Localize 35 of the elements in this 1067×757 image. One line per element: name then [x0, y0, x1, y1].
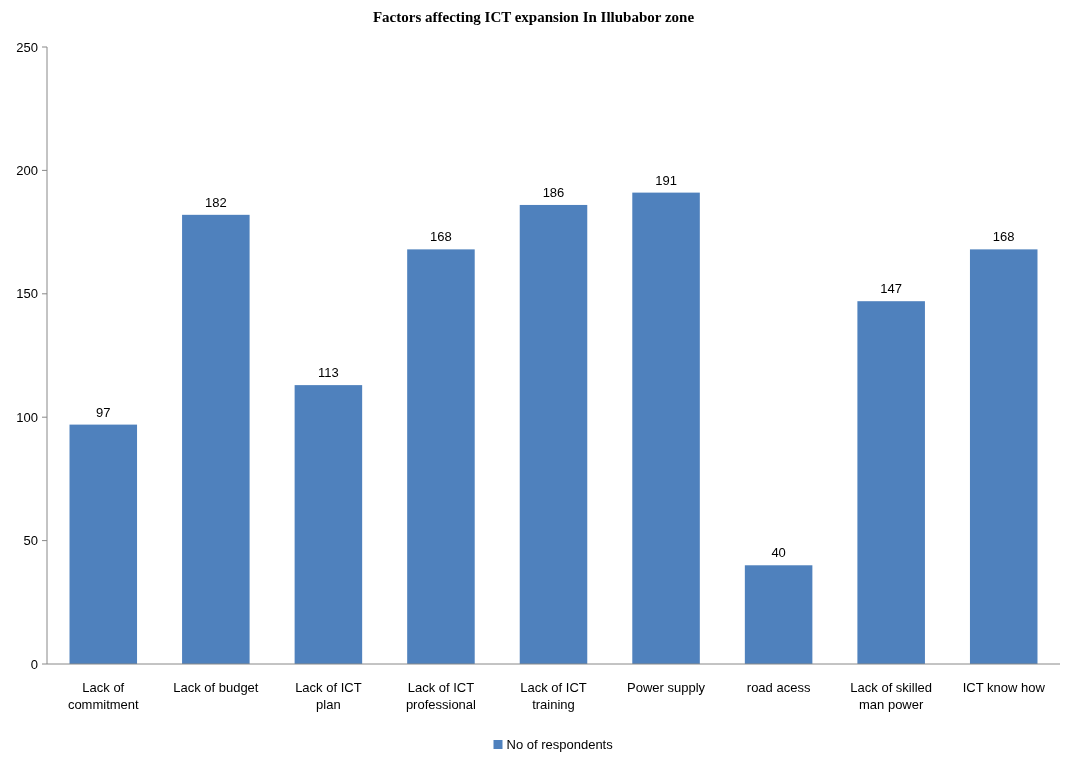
- data-label: 168: [992, 229, 1015, 245]
- bar: [969, 249, 1038, 664]
- chart-title: Factors affecting ICT expansion In Illubabor zone: [372, 9, 695, 25]
- x-tick-label: Lack of ICT plan: [295, 680, 362, 712]
- data-label: 182: [204, 194, 227, 210]
- data-label: 40: [771, 545, 786, 561]
- y-tick-label: 200: [16, 162, 38, 178]
- bar: [632, 192, 700, 664]
- bar: [407, 249, 475, 664]
- x-tick-label: Lack of ICT training: [520, 680, 587, 712]
- x-tick-label: ICT know how: [962, 680, 1046, 695]
- bar: [294, 385, 363, 664]
- data-label: 191: [655, 172, 677, 188]
- y-tick-label: 250: [16, 39, 38, 55]
- x-tick-label: Lack of commitment: [67, 680, 140, 712]
- x-tick-label: Lack of budget: [173, 680, 259, 695]
- data-label: 113: [318, 365, 339, 381]
- data-label: 168: [430, 229, 452, 245]
- legend-label: No of respondents: [506, 737, 614, 752]
- x-tick-label: Lack of skilled man power: [850, 680, 932, 712]
- bar: [857, 301, 925, 664]
- x-tick-label: road acess: [746, 680, 811, 695]
- bar: [744, 565, 813, 664]
- data-label: 147: [880, 281, 903, 297]
- bar: [519, 204, 588, 664]
- data-label: 97: [96, 404, 111, 420]
- y-tick-label: 50: [23, 533, 38, 549]
- bar: [69, 424, 138, 664]
- x-tick-label: Lack of ICT professional: [405, 680, 477, 712]
- x-tick-label: Power supply: [627, 680, 706, 695]
- y-tick-label: 100: [16, 409, 38, 425]
- bar: [182, 214, 250, 664]
- y-tick-label: 150: [16, 286, 38, 302]
- y-tick-label: 0: [30, 656, 38, 672]
- data-label: 186: [542, 184, 565, 200]
